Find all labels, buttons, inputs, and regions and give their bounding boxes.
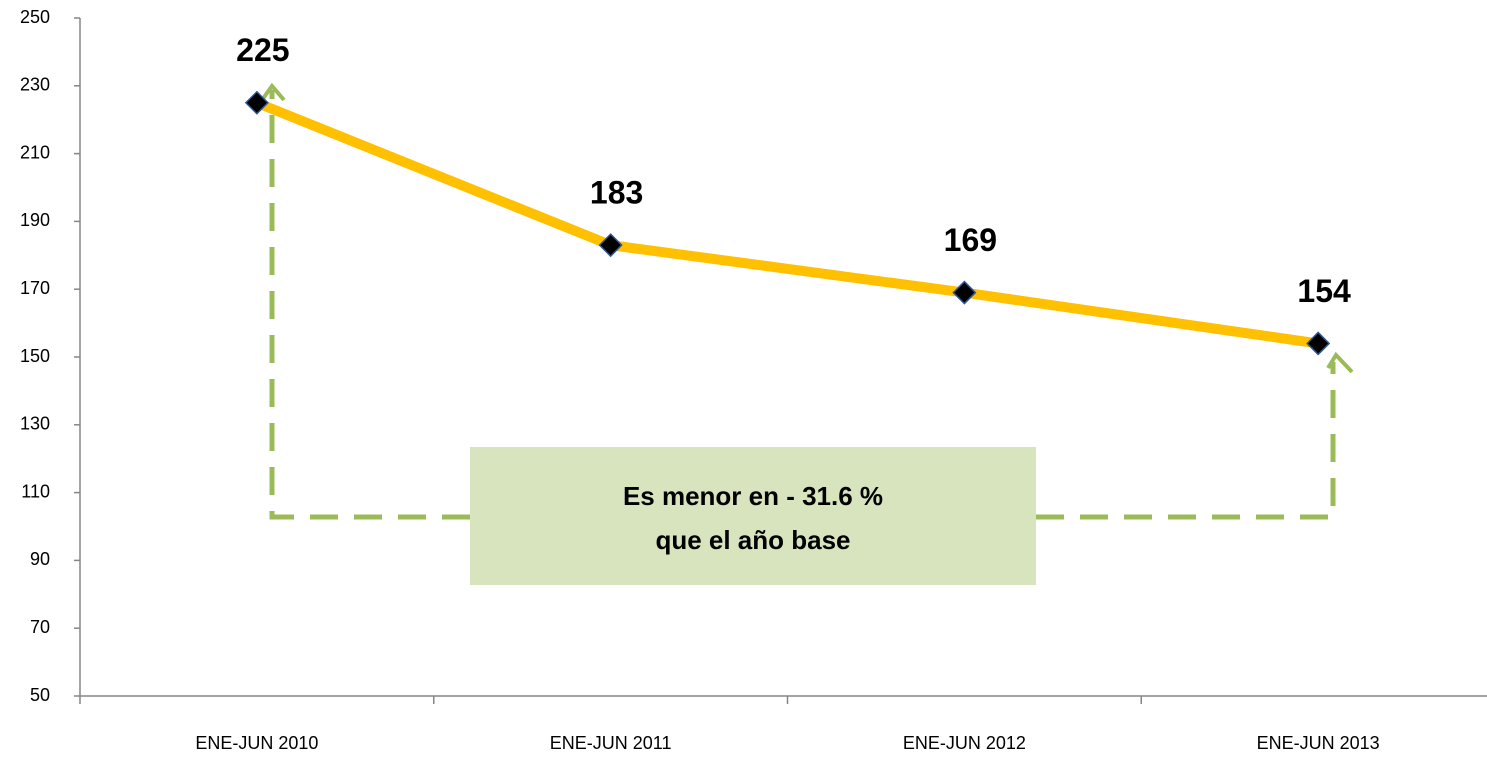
marker xyxy=(1306,331,1331,356)
marker xyxy=(952,280,977,305)
y-tick-label: 190 xyxy=(20,210,50,230)
y-tick-label: 90 xyxy=(30,549,50,569)
data-label: 183 xyxy=(590,175,643,211)
y-tick-label: 110 xyxy=(21,481,50,501)
marker xyxy=(244,90,269,115)
annotation-line: Es menor en - 31.6 % xyxy=(623,481,883,511)
marker xyxy=(598,233,623,258)
line-series xyxy=(255,98,1319,349)
data-label: 225 xyxy=(236,32,289,68)
y-tick-label: 250 xyxy=(20,7,50,27)
y-tick-label: 230 xyxy=(20,75,50,95)
data-label: 154 xyxy=(1297,273,1351,309)
y-tick-label: 210 xyxy=(20,142,50,162)
annotation-line: que el año base xyxy=(655,525,850,555)
y-tick-label: 150 xyxy=(20,346,50,366)
y-tick-label: 130 xyxy=(20,414,50,434)
x-tick-label: ENE-JUN 2010 xyxy=(195,733,318,753)
x-tick-label: ENE-JUN 2012 xyxy=(903,733,1026,753)
annotation-arrows xyxy=(260,82,1354,520)
x-tick-label: ENE-JUN 2011 xyxy=(550,733,672,753)
y-tick-label: 50 xyxy=(30,685,50,705)
data-label: 169 xyxy=(944,222,997,258)
y-tick-label: 170 xyxy=(20,278,50,298)
annotation-box xyxy=(470,447,1036,585)
x-tick-label: ENE-JUN 2013 xyxy=(1257,733,1380,753)
y-tick-label: 70 xyxy=(30,617,50,637)
